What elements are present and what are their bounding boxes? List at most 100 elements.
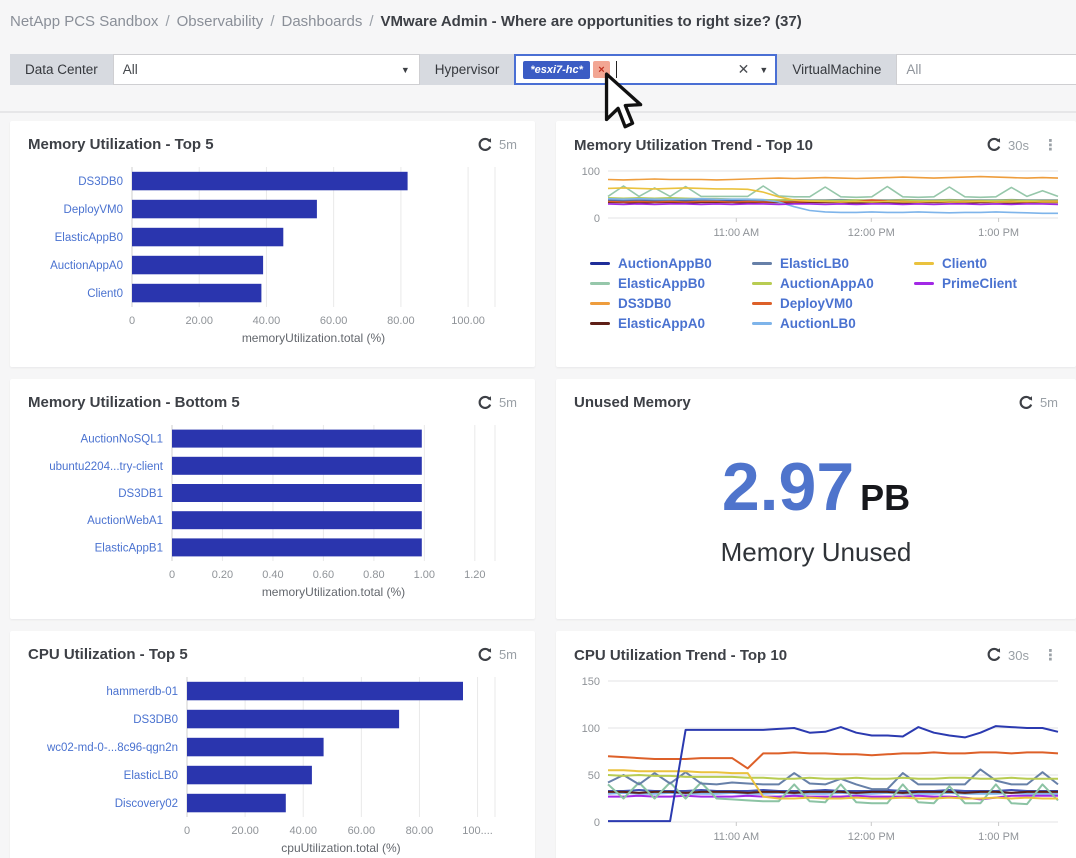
svg-text:ubuntu2204...try-client: ubuntu2204...try-client bbox=[49, 461, 164, 473]
svg-text:DS3DB0: DS3DB0 bbox=[133, 714, 178, 726]
legend-item[interactable]: PrimeClient bbox=[914, 276, 1066, 291]
breadcrumb: NetApp PCS Sandbox / Observability / Dashboa… bbox=[0, 0, 1076, 42]
svg-text:50: 50 bbox=[588, 770, 600, 782]
svg-text:20.00: 20.00 bbox=[185, 315, 213, 327]
memory-trend-legend: AuctionAppB0 ElasticAppB0 DS3DB0 ElasticApp… bbox=[590, 256, 1066, 331]
breadcrumb-separator: / bbox=[369, 13, 374, 30]
panel-title: Memory Utilization - Top 5 bbox=[28, 136, 214, 153]
legend-item[interactable]: ElasticAppA0 bbox=[590, 316, 742, 331]
unused-memory-caption: Memory Unused bbox=[720, 536, 912, 567]
svg-text:AuctionWebA1: AuctionWebA1 bbox=[87, 515, 163, 527]
svg-text:1.00: 1.00 bbox=[414, 569, 435, 581]
svg-text:11:00 AM: 11:00 AM bbox=[713, 831, 759, 843]
legend-label: Client0 bbox=[942, 256, 988, 271]
refresh-interval-label: 30s bbox=[1008, 137, 1029, 153]
filter-virtual-machine: VirtualMachine All bbox=[777, 54, 1076, 85]
chevron-down-icon[interactable]: ▼ bbox=[400, 64, 410, 75]
clear-input-icon[interactable]: ✕ bbox=[737, 61, 750, 77]
svg-text:DS3DB0: DS3DB0 bbox=[78, 176, 123, 188]
unused-memory-value: 2.97 bbox=[721, 448, 855, 525]
filter-data-center: Data Center All ▼ bbox=[10, 54, 420, 85]
unused-memory-stat: 2.97 PB Memory Unused bbox=[556, 425, 1076, 595]
legend-label: AuctionAppB0 bbox=[618, 256, 712, 271]
svg-text:40.00: 40.00 bbox=[253, 315, 281, 327]
data-center-select[interactable]: All ▼ bbox=[112, 54, 420, 85]
breadcrumb-link-dashboards[interactable]: Dashboards bbox=[281, 13, 363, 30]
legend-color-dash bbox=[590, 281, 610, 286]
dashboard-grid: Memory Utilization - Top 5 5m 0 20.00 40.0… bbox=[0, 113, 1076, 858]
breadcrumb-separator: / bbox=[270, 13, 275, 30]
svg-text:80.00: 80.00 bbox=[406, 825, 434, 837]
svg-text:AuctionNoSQL1: AuctionNoSQL1 bbox=[81, 434, 163, 446]
legend-item[interactable]: ElasticAppB0 bbox=[590, 276, 742, 291]
svg-text:DS3DB1: DS3DB1 bbox=[118, 488, 163, 500]
refresh-icon[interactable] bbox=[477, 395, 493, 411]
panel-title: CPU Utilization - Top 5 bbox=[28, 646, 188, 663]
svg-text:100: 100 bbox=[582, 723, 600, 735]
unused-memory-unit: PB bbox=[860, 476, 911, 518]
svg-text:12:00 PM: 12:00 PM bbox=[848, 227, 895, 239]
virtual-machine-filter-label: VirtualMachine bbox=[777, 54, 897, 85]
svg-text:ElasticAppB0: ElasticAppB0 bbox=[55, 232, 123, 244]
breadcrumb-link-observability[interactable]: Observability bbox=[176, 13, 264, 30]
legend-label: AuctionLB0 bbox=[780, 316, 856, 331]
legend-item[interactable]: AuctionLB0 bbox=[752, 316, 904, 331]
legend-item[interactable]: AuctionAppA0 bbox=[752, 276, 904, 291]
chip-remove-icon[interactable]: × bbox=[592, 61, 610, 78]
legend-item[interactable]: ElasticLB0 bbox=[752, 256, 904, 271]
chevron-down-icon[interactable]: ▼ bbox=[759, 64, 769, 75]
svg-text:11:00 AM: 11:00 AM bbox=[713, 227, 759, 239]
legend-item[interactable]: DeployVM0 bbox=[752, 296, 904, 311]
memory-top5-bar-chart[interactable]: 0 20.00 40.00 60.00 80.00 100.00 DS3DB0 DeployV… bbox=[24, 161, 521, 347]
panel-memory-utilization-bottom5: Memory Utilization - Bottom 5 5m 0 0.20 0.… bbox=[10, 379, 535, 619]
legend-color-dash bbox=[752, 281, 772, 286]
refresh-icon[interactable] bbox=[1018, 395, 1034, 411]
memory-bottom5-bar-chart[interactable]: 0 0.20 0.40 0.60 0.80 1.00 1.20 AuctionNoSQL1 ub… bbox=[24, 419, 521, 601]
refresh-icon[interactable] bbox=[477, 647, 493, 663]
svg-text:memoryUtilization.total (%): memoryUtilization.total (%) bbox=[242, 331, 385, 345]
refresh-icon[interactable] bbox=[477, 137, 493, 153]
cpu-top5-bar-chart[interactable]: 0 20.00 40.00 60.00 80.00 100.... hammerdb-01 D… bbox=[24, 671, 521, 857]
legend-item[interactable]: DS3DB0 bbox=[590, 296, 742, 311]
legend-item[interactable]: AuctionAppB0 bbox=[590, 256, 742, 271]
kebab-menu-icon[interactable]: ⋮ bbox=[1043, 647, 1058, 664]
svg-text:0: 0 bbox=[594, 817, 600, 829]
legend-color-dash bbox=[914, 281, 934, 286]
kebab-menu-icon[interactable]: ⋮ bbox=[1043, 137, 1058, 154]
virtual-machine-select[interactable]: All bbox=[896, 54, 1076, 85]
svg-text:60.00: 60.00 bbox=[320, 315, 348, 327]
svg-text:hammerdb-01: hammerdb-01 bbox=[106, 686, 178, 698]
data-center-value: All bbox=[122, 62, 138, 77]
refresh-interval-label: 5m bbox=[498, 137, 517, 152]
svg-text:0: 0 bbox=[594, 213, 600, 225]
svg-text:150: 150 bbox=[582, 676, 600, 688]
breadcrumb-link-netapp-pcs-sandbox[interactable]: NetApp PCS Sandbox bbox=[10, 13, 159, 30]
legend-color-dash bbox=[752, 261, 772, 266]
breadcrumb-current-page: VMware Admin - Where are opportunities t… bbox=[380, 13, 802, 30]
refresh-icon[interactable] bbox=[986, 647, 1002, 663]
svg-text:Client0: Client0 bbox=[87, 288, 123, 300]
svg-text:ElasticAppB1: ElasticAppB1 bbox=[95, 542, 163, 554]
legend-color-dash bbox=[914, 261, 934, 266]
refresh-interval-label: 5m bbox=[1039, 395, 1058, 410]
svg-text:60.00: 60.00 bbox=[348, 825, 376, 837]
legend-item[interactable]: Client0 bbox=[914, 256, 1066, 271]
refresh-interval-label: 5m bbox=[498, 647, 517, 662]
svg-text:ElasticLB0: ElasticLB0 bbox=[124, 770, 178, 782]
cpu-trend-line-chart[interactable]: 0 50 100 150 11:00 AM 12:00 PM 1:00 PM bbox=[566, 672, 1066, 848]
panel-title: Unused Memory bbox=[574, 394, 691, 411]
panel-cpu-utilization-trend: CPU Utilization Trend - Top 10 30s ⋮ 0 50… bbox=[556, 631, 1076, 858]
svg-text:100.00: 100.00 bbox=[451, 315, 485, 327]
svg-text:0: 0 bbox=[169, 569, 175, 581]
legend-label: ElasticLB0 bbox=[780, 256, 850, 271]
filter-bar: Data Center All ▼ Hypervisor *esxi7-hc* … bbox=[0, 42, 1076, 113]
refresh-icon[interactable] bbox=[986, 137, 1002, 153]
hypervisor-filter-chip[interactable]: *esxi7-hc* bbox=[523, 60, 590, 79]
panel-memory-utilization-top5: Memory Utilization - Top 5 5m 0 20.00 40.0… bbox=[10, 121, 535, 367]
legend-color-dash bbox=[752, 301, 772, 306]
hypervisor-input[interactable]: *esxi7-hc* × ✕ ▼ bbox=[514, 54, 778, 85]
memory-trend-line-chart[interactable]: 0 100 11:00 AM 12:00 PM 1:00 PM bbox=[566, 162, 1066, 244]
svg-text:AuctionAppA0: AuctionAppA0 bbox=[50, 260, 123, 272]
svg-text:0.80: 0.80 bbox=[363, 569, 384, 581]
refresh-interval-label: 5m bbox=[498, 395, 517, 410]
